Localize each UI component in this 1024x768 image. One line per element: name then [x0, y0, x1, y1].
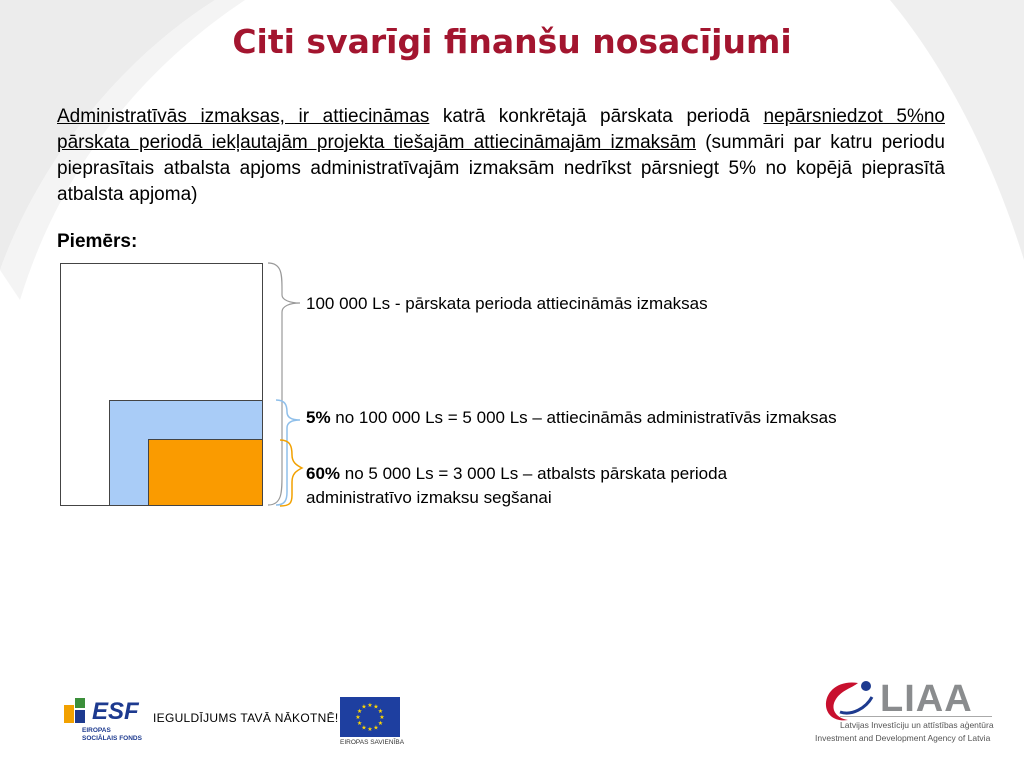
- eu-flag-icon: ★ ★ ★ ★ ★ ★ ★ ★ ★ ★ ★ ★: [340, 697, 400, 737]
- paragraph-plain-2: (summāri par katru periodu pieprasītais …: [57, 132, 945, 205]
- svg-text:★: ★: [378, 720, 383, 727]
- support-text: no 5 000 Ls = 3 000 Ls – atbalsts pārska…: [306, 464, 728, 507]
- svg-text:★: ★: [367, 726, 372, 733]
- svg-text:★: ★: [357, 708, 362, 715]
- paragraph-underlined-2: nepārsniedzot 5%no pārskata periodā iekļ…: [57, 106, 945, 153]
- total-costs-label: 100 000 Ls - pārskata perioda attiecinām…: [306, 294, 708, 313]
- example-heading: Piemērs:: [57, 231, 138, 252]
- support-label: 60% no 5 000 Ls = 3 000 Ls – atbalsts pā…: [306, 462, 826, 510]
- page-title: Citi svarīgi finanšu nosacījumi: [232, 22, 792, 61]
- esf-subtitle: EIROPAS SOCIĀLAIS FONDS: [82, 727, 142, 742]
- paragraph-plain-1: katrā konkrētajā pārskata periodā: [429, 106, 764, 127]
- svg-text:★: ★: [357, 720, 362, 727]
- admin-brace: [275, 399, 301, 506]
- support-brace: [279, 439, 304, 507]
- liaa-logo: LIAA: [880, 678, 973, 720]
- svg-text:★: ★: [373, 724, 378, 731]
- support-box: [148, 439, 263, 506]
- total-brace: [267, 262, 301, 506]
- admin-costs-text: no 100 000 Ls = 5 000 Ls – attiecināmās …: [330, 408, 837, 427]
- slogan: IEGULDĪJUMS TAVĀ NĀKOTNĒ!: [153, 711, 339, 725]
- admin-percent: 5%: [306, 408, 331, 427]
- liaa-subtitle-lv: Latvijas Investīciju un attīstības aģent…: [840, 720, 994, 730]
- eu-subtitle: EIROPAS SAVIENĪBA: [340, 739, 405, 746]
- svg-text:★: ★: [373, 704, 378, 711]
- svg-text:★: ★: [378, 708, 383, 715]
- conditions-paragraph: Administratīvās izmaksas, ir attiecināma…: [57, 104, 945, 208]
- svg-text:★: ★: [379, 714, 384, 721]
- svg-text:★: ★: [367, 702, 372, 709]
- svg-text:★: ★: [361, 724, 366, 731]
- paragraph-underlined-1: Administratīvās izmaksas, ir attiecināma…: [57, 106, 430, 127]
- liaa-subtitle-en: Investment and Development Agency of Lat…: [815, 733, 991, 743]
- svg-text:★: ★: [355, 714, 360, 721]
- admin-costs-label: 5% no 100 000 Ls = 5 000 Ls – attiecinām…: [306, 406, 837, 430]
- liaa-divider: [840, 716, 992, 717]
- support-percent: 60%: [306, 464, 341, 483]
- svg-text:★: ★: [361, 704, 366, 711]
- esf-logo: ESF: [92, 698, 139, 725]
